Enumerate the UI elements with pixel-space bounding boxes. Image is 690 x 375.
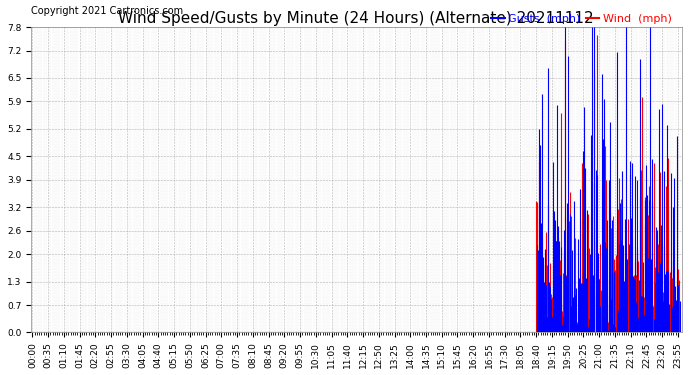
Legend: Gusts  (mph), Wind  (mph): Gusts (mph), Wind (mph) xyxy=(487,10,676,28)
Text: Copyright 2021 Cartronics.com: Copyright 2021 Cartronics.com xyxy=(31,6,183,16)
Title: Wind Speed/Gusts by Minute (24 Hours) (Alternate) 20211112: Wind Speed/Gusts by Minute (24 Hours) (A… xyxy=(119,11,594,26)
